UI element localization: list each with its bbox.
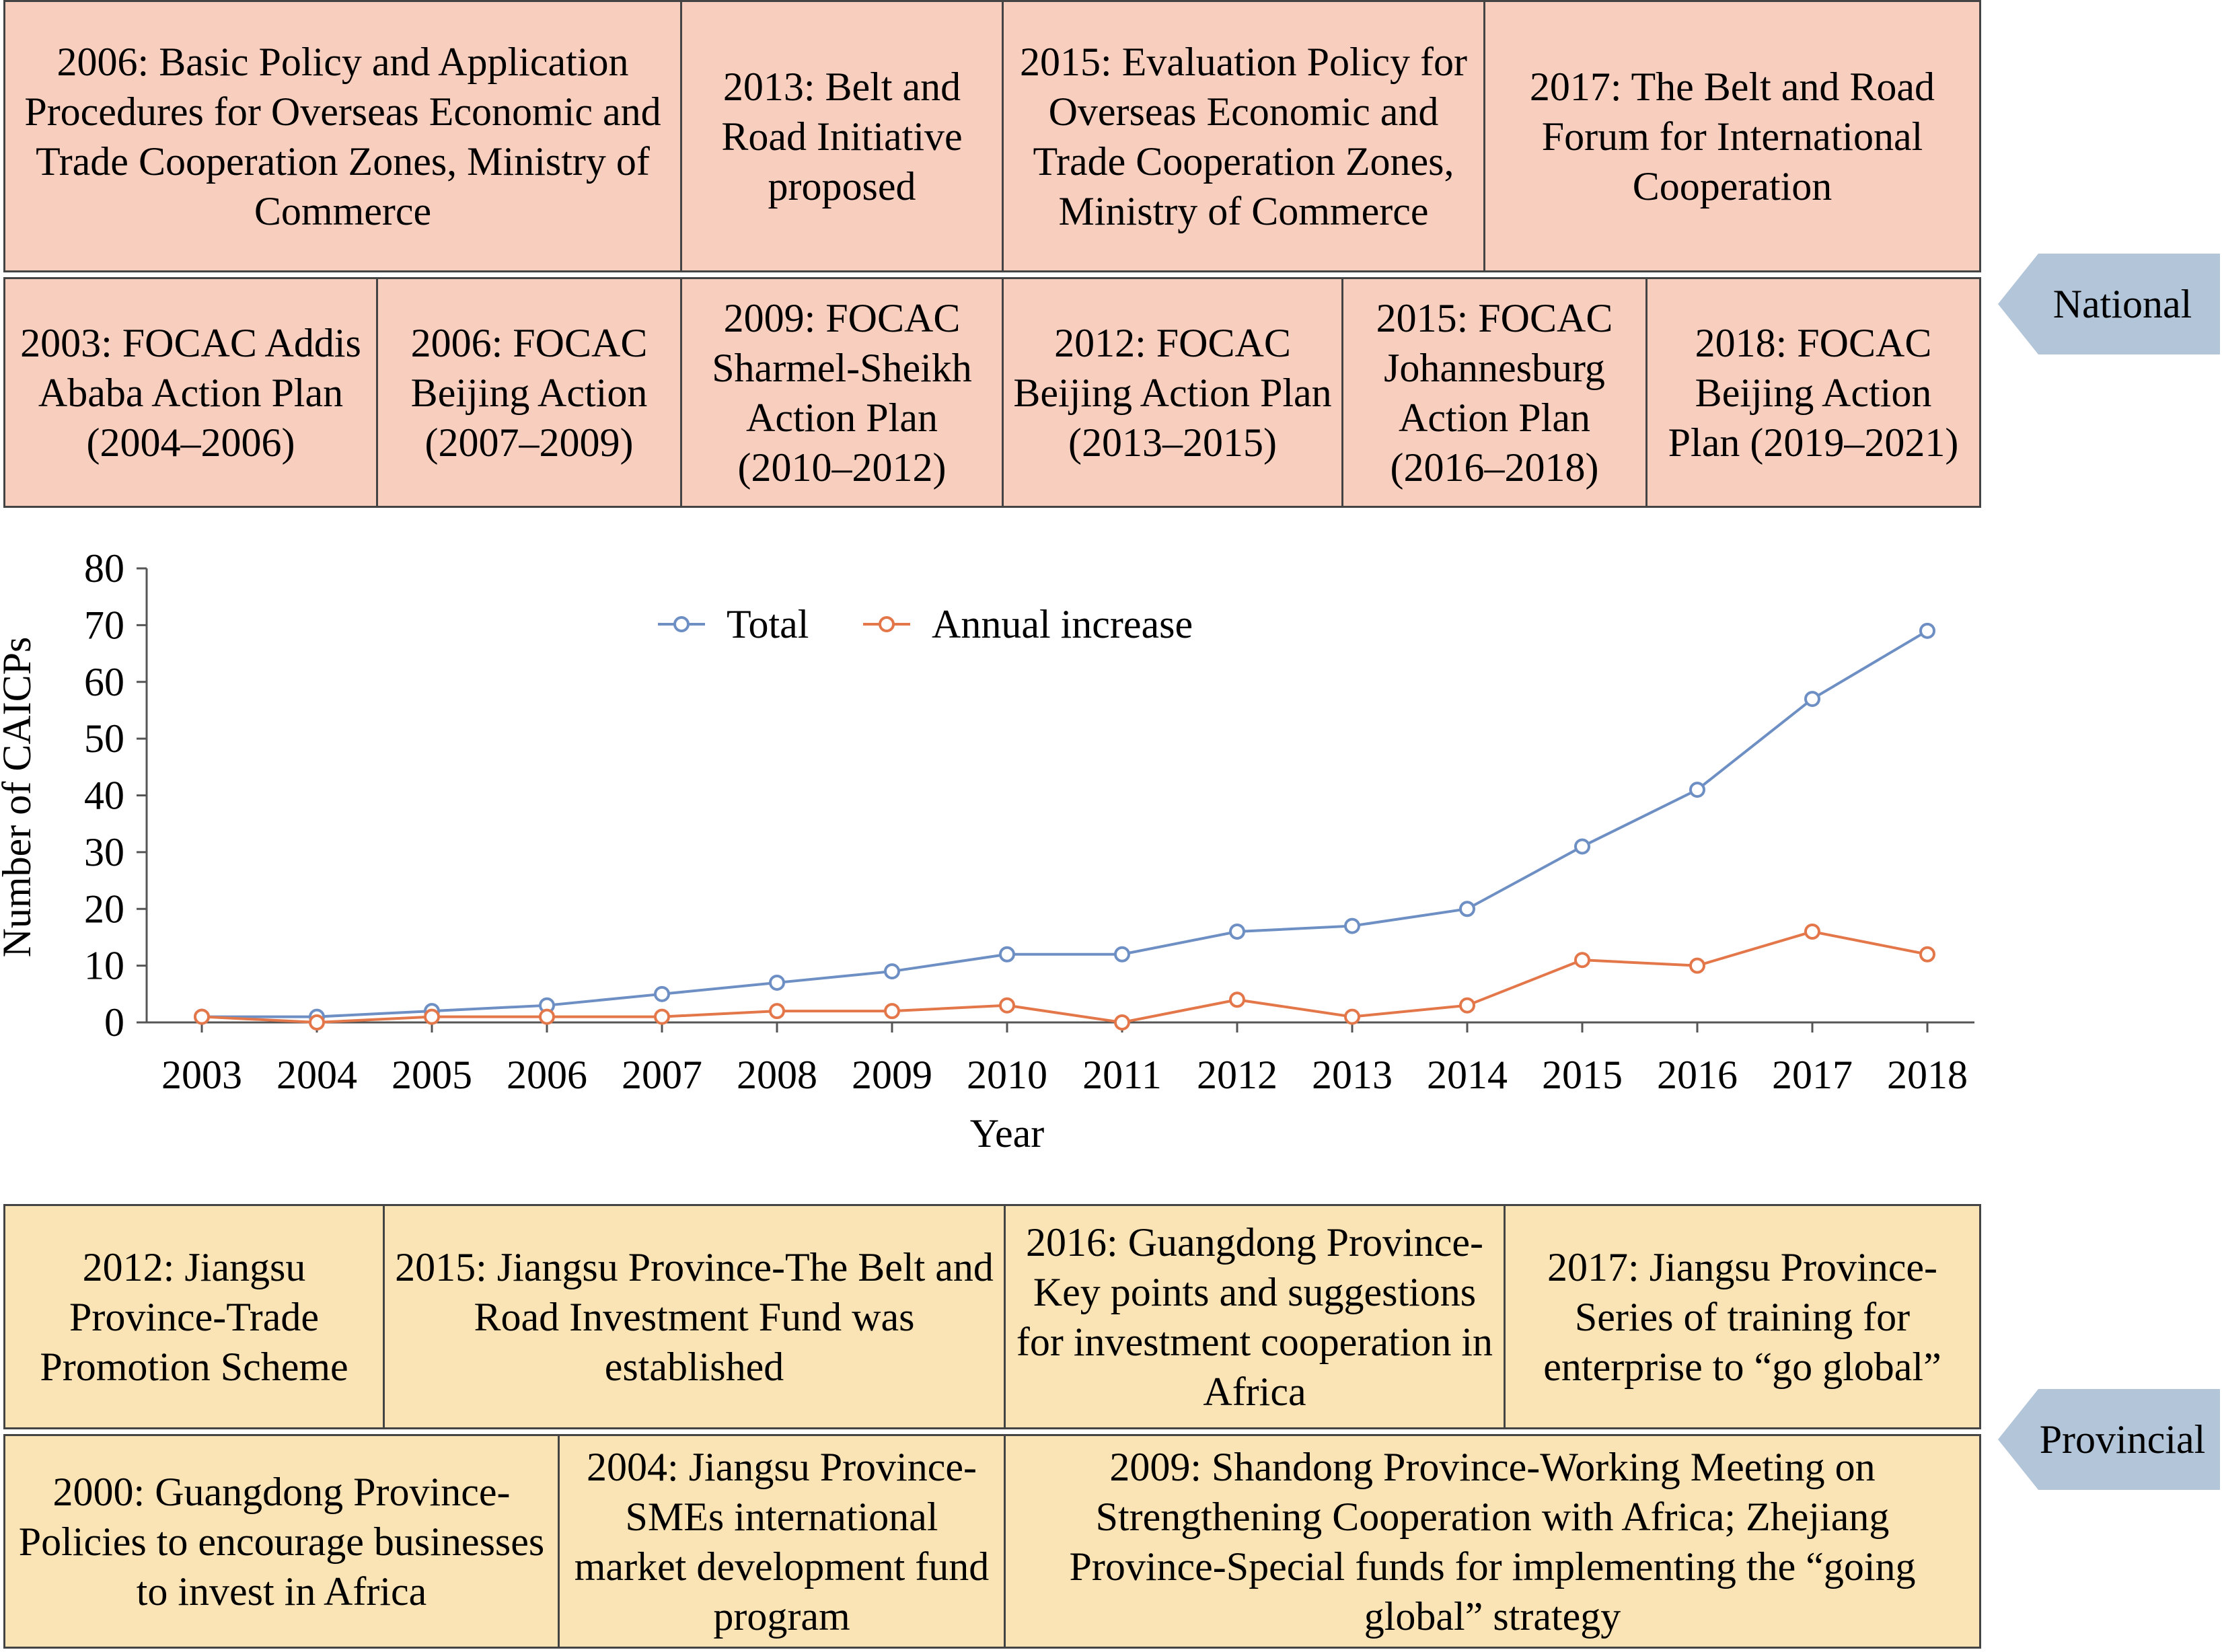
data-point-annual-increase	[194, 1008, 210, 1025]
legend-total-label: Total	[727, 602, 809, 646]
data-point-annual-increase	[1229, 991, 1245, 1008]
national-policy-box: 2015: Evaluation Policy for Overseas Eco…	[1002, 0, 1485, 272]
y-axis-title: Number of CAICPs	[0, 637, 39, 958]
data-point-annual-increase	[424, 1008, 440, 1025]
data-point-annual-increase	[1574, 952, 1590, 969]
provincial-policy-box: 2004: Jiangsu Province-SMEs internationa…	[558, 1434, 1006, 1649]
data-point-total	[1919, 622, 1935, 639]
provincial-policy-box: 2017: Jiangsu Province-Series of trainin…	[1504, 1204, 1981, 1429]
x-tick-label: 2009	[852, 1053, 932, 1097]
national-policy-box: 2006: Basic Policy and Application Proce…	[3, 0, 682, 272]
legend-annual-marker	[879, 616, 895, 632]
data-point-total	[1689, 782, 1705, 798]
provincial-policy-box: 2016: Guangdong Province-Key points and …	[1004, 1204, 1506, 1429]
x-tick-label: 2007	[622, 1053, 702, 1097]
provincial-label: Provincial	[2039, 1417, 2206, 1462]
x-tick-labels: 2003 2004 2005 2006 2007 2008 2009 2010 2011 2012…	[161, 1022, 1968, 1097]
data-point-total	[654, 985, 670, 1002]
data-point-total	[769, 974, 785, 991]
data-point-annual-increase	[1114, 1014, 1130, 1030]
y-tick-label: 20	[84, 887, 124, 931]
x-tick-label: 2005	[392, 1053, 472, 1097]
y-tick-label: 40	[84, 774, 124, 818]
x-tick-label: 2014	[1427, 1053, 1508, 1097]
national-label: National	[2052, 281, 2192, 326]
x-tick-label: 2012	[1197, 1053, 1277, 1097]
tag-arrow-shape	[1998, 254, 2220, 354]
series-line-annual-increase	[201, 930, 1928, 1024]
data-point-total	[1344, 917, 1360, 934]
data-point-annual-increase	[1344, 1008, 1360, 1025]
x-tick-label: 2004	[276, 1053, 357, 1097]
x-tick-label: 2018	[1887, 1053, 1968, 1097]
provincial-policy-box: 2009: Shandong Province-Working Meeting …	[1004, 1434, 1981, 1649]
legend: Total Annual increase	[658, 602, 1193, 646]
focac-plan-box: 2006: FOCAC Beijing Action (2007–2009)	[376, 277, 682, 508]
y-tick-label: 30	[84, 830, 124, 874]
x-tick-label: 2016	[1657, 1053, 1738, 1097]
legend-annual-label: Annual increase	[932, 602, 1193, 646]
x-tick-label: 2006	[507, 1053, 587, 1097]
data-point-annual-increase	[539, 1008, 555, 1025]
focac-plan-box: 2018: FOCAC Beijing Action Plan (2019–20…	[1645, 277, 1981, 508]
data-point-total	[999, 946, 1015, 963]
data-point-annual-increase	[309, 1014, 325, 1030]
national-policy-box: 2017: The Belt and Road Forum for Intern…	[1483, 0, 1981, 272]
y-tick-label: 50	[84, 716, 124, 761]
x-tick-label: 2017	[1772, 1053, 1853, 1097]
focac-plan-box: 2003: FOCAC Addis Ababa Action Plan (200…	[3, 277, 378, 508]
x-tick-label: 2008	[737, 1053, 817, 1097]
data-point-annual-increase	[884, 1003, 900, 1020]
y-tick-labels: 0 10 20 30 40 50 60 70 80	[84, 546, 147, 1045]
data-point-total	[1459, 901, 1475, 917]
y-tick-label: 0	[104, 1000, 124, 1045]
focac-plan-box: 2009: FOCAC Sharmel-Sheikh Action Plan (…	[680, 277, 1004, 508]
focac-plan-box: 2012: FOCAC Beijing Action Plan (2013–20…	[1002, 277, 1343, 508]
data-point-total	[1804, 691, 1820, 708]
provincial-tag: Provincial	[1998, 1389, 2220, 1490]
x-axis-title: Year	[970, 1111, 1045, 1156]
series-lines	[194, 622, 1935, 1030]
provincial-policy-box: 2000: Guangdong Province-Policies to enc…	[3, 1434, 560, 1649]
data-point-total	[1574, 838, 1590, 855]
national-policy-box: 2013: Belt and Road Initiative proposed	[680, 0, 1004, 272]
x-tick-label: 2015	[1542, 1053, 1623, 1097]
x-tick-label: 2011	[1082, 1053, 1162, 1097]
provincial-policy-box: 2012: Jiangsu Province-Trade Promotion S…	[3, 1204, 385, 1429]
national-tag: National	[1998, 254, 2220, 354]
data-point-annual-increase	[1459, 997, 1475, 1014]
data-point-annual-increase	[654, 1008, 670, 1025]
data-point-total	[1114, 946, 1130, 963]
series-line-total	[202, 630, 1929, 1018]
focac-plan-box: 2015: FOCAC Johannesburg Action Plan (20…	[1341, 277, 1647, 508]
y-tick-label: 60	[84, 660, 124, 704]
data-point-annual-increase	[769, 1003, 785, 1020]
x-tick-label: 2003	[161, 1053, 242, 1097]
provincial-policy-box: 2015: Jiangsu Province-The Belt and Road…	[383, 1204, 1006, 1429]
y-tick-label: 80	[84, 546, 124, 591]
data-point-annual-increase	[1919, 946, 1935, 963]
legend-total-marker	[673, 616, 690, 632]
data-point-total	[884, 963, 900, 980]
y-tick-label: 10	[84, 944, 124, 988]
tag-arrow-shape	[1998, 1389, 2220, 1490]
x-tick-label: 2010	[967, 1053, 1047, 1097]
data-point-annual-increase	[1804, 924, 1820, 940]
data-point-annual-increase	[999, 997, 1015, 1014]
x-tick-label: 2013	[1312, 1053, 1393, 1097]
y-tick-label: 70	[84, 603, 124, 647]
data-point-total	[1229, 924, 1245, 940]
data-point-annual-increase	[1689, 957, 1705, 974]
